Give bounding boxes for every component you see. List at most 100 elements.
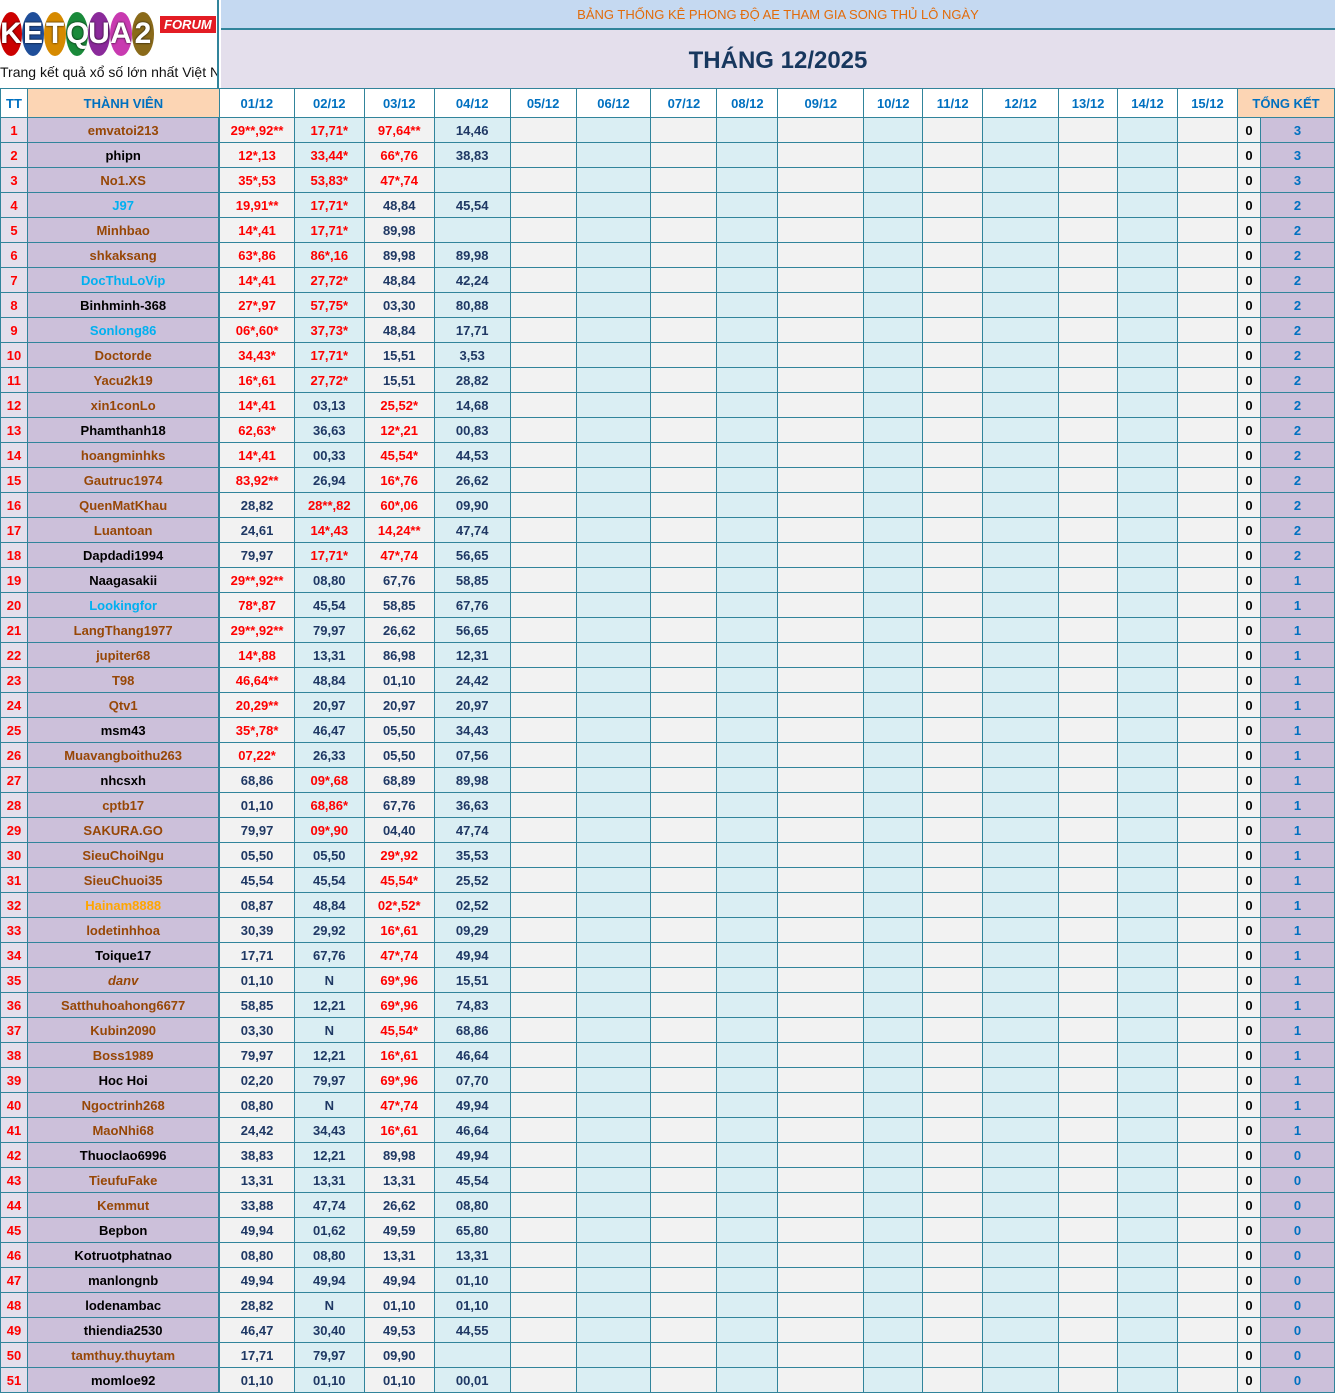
date-cell[interactable]	[1117, 417, 1178, 443]
date-cell[interactable]	[1177, 842, 1238, 868]
date-cell[interactable]	[1117, 617, 1178, 643]
date-cell[interactable]	[509, 317, 577, 343]
date-cell[interactable]	[650, 467, 718, 493]
date-cell[interactable]	[863, 817, 924, 843]
date-cell[interactable]	[982, 1092, 1060, 1118]
date-cell[interactable]	[1177, 717, 1238, 743]
date-cell[interactable]	[982, 917, 1060, 943]
date-cell[interactable]	[716, 1142, 779, 1168]
date-cell[interactable]	[863, 442, 924, 468]
date-cell[interactable]	[575, 767, 652, 793]
date-cell[interactable]	[1058, 1192, 1119, 1218]
date-cell[interactable]: 37,73*	[293, 317, 365, 343]
date-cell[interactable]: 17,71*	[293, 217, 365, 243]
date-cell[interactable]	[1058, 742, 1119, 768]
date-cell[interactable]	[509, 1117, 577, 1143]
date-cell[interactable]	[1117, 867, 1178, 893]
date-cell[interactable]: 45,54	[293, 867, 365, 893]
date-cell[interactable]	[1058, 967, 1119, 993]
date-cell[interactable]	[922, 692, 984, 718]
date-cell[interactable]	[575, 917, 652, 943]
date-cell[interactable]: 01,10	[218, 792, 295, 818]
member-name[interactable]: shkaksang	[26, 242, 221, 268]
date-cell[interactable]	[716, 692, 779, 718]
date-cell[interactable]: 62,63*	[218, 417, 295, 443]
date-cell[interactable]	[863, 1017, 924, 1043]
date-cell[interactable]	[863, 1092, 924, 1118]
date-cell[interactable]: 13,31	[433, 1242, 511, 1268]
date-cell[interactable]	[716, 342, 779, 368]
date-cell[interactable]	[1058, 867, 1119, 893]
date-cell[interactable]	[650, 642, 718, 668]
date-cell[interactable]	[509, 617, 577, 643]
date-cell[interactable]: 45,54	[218, 867, 295, 893]
date-cell[interactable]	[777, 392, 865, 418]
date-cell[interactable]	[1117, 167, 1178, 193]
date-cell[interactable]	[863, 117, 924, 143]
date-cell[interactable]	[575, 517, 652, 543]
date-cell[interactable]	[1117, 467, 1178, 493]
date-cell[interactable]	[575, 717, 652, 743]
date-cell[interactable]: 69*,96	[363, 992, 435, 1018]
date-cell[interactable]	[1058, 1017, 1119, 1043]
date-cell[interactable]	[982, 1167, 1060, 1193]
date-cell[interactable]	[650, 1092, 718, 1118]
date-cell[interactable]	[982, 667, 1060, 693]
date-cell[interactable]	[1058, 542, 1119, 568]
date-cell[interactable]	[650, 117, 718, 143]
date-cell[interactable]	[922, 867, 984, 893]
date-cell[interactable]	[650, 1042, 718, 1068]
date-cell[interactable]	[982, 617, 1060, 643]
date-cell[interactable]: N	[293, 1092, 365, 1118]
date-cell[interactable]	[509, 1342, 577, 1368]
date-cell[interactable]	[575, 692, 652, 718]
date-cell[interactable]	[716, 967, 779, 993]
date-cell[interactable]	[716, 167, 779, 193]
date-cell[interactable]	[777, 317, 865, 343]
date-cell[interactable]	[863, 767, 924, 793]
date-cell[interactable]: 13,31	[363, 1167, 435, 1193]
date-cell[interactable]	[1117, 1142, 1178, 1168]
date-cell[interactable]	[1177, 642, 1238, 668]
date-cell[interactable]: 68,86	[218, 767, 295, 793]
date-cell[interactable]	[1058, 1117, 1119, 1143]
date-cell[interactable]	[1117, 192, 1178, 218]
date-cell[interactable]	[716, 1317, 779, 1343]
date-cell[interactable]	[716, 1342, 779, 1368]
date-cell[interactable]	[716, 442, 779, 468]
date-cell[interactable]	[1117, 517, 1178, 543]
member-name[interactable]: Bepbon	[26, 1217, 221, 1243]
date-cell[interactable]	[650, 1267, 718, 1293]
date-cell[interactable]	[716, 1192, 779, 1218]
date-cell[interactable]	[777, 267, 865, 293]
date-cell[interactable]	[1058, 1242, 1119, 1268]
date-cell[interactable]	[1117, 317, 1178, 343]
date-cell[interactable]	[922, 517, 984, 543]
date-cell[interactable]	[863, 1267, 924, 1293]
date-cell[interactable]: 35*,53	[218, 167, 295, 193]
date-cell[interactable]	[1177, 542, 1238, 568]
date-cell[interactable]	[509, 567, 577, 593]
date-cell[interactable]	[509, 1142, 577, 1168]
date-cell[interactable]	[1177, 1017, 1238, 1043]
date-cell[interactable]: 03,30	[218, 1017, 295, 1043]
date-cell[interactable]	[1058, 842, 1119, 868]
date-cell[interactable]	[777, 1042, 865, 1068]
date-cell[interactable]	[982, 817, 1060, 843]
date-cell[interactable]	[863, 667, 924, 693]
date-cell[interactable]	[982, 842, 1060, 868]
member-name[interactable]: J97	[26, 192, 221, 218]
date-cell[interactable]	[1058, 992, 1119, 1018]
date-cell[interactable]	[509, 192, 577, 218]
date-cell[interactable]: N	[293, 1292, 365, 1318]
date-cell[interactable]	[716, 1042, 779, 1068]
date-cell[interactable]	[922, 992, 984, 1018]
date-cell[interactable]	[509, 992, 577, 1018]
date-cell[interactable]	[716, 892, 779, 918]
date-cell[interactable]	[1117, 1342, 1178, 1368]
date-cell[interactable]	[922, 1017, 984, 1043]
date-cell[interactable]	[1177, 467, 1238, 493]
date-cell[interactable]	[1117, 667, 1178, 693]
date-cell[interactable]	[922, 492, 984, 518]
date-cell[interactable]	[509, 817, 577, 843]
